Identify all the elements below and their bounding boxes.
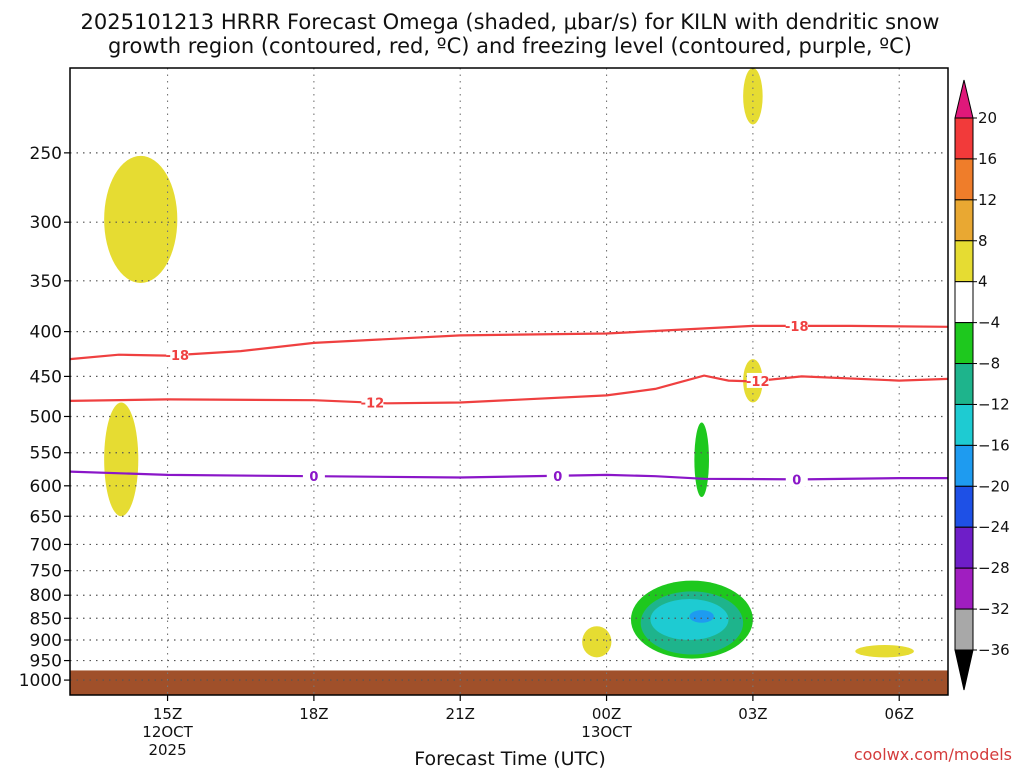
y-tick-label-700: 700 (30, 535, 62, 555)
colorbar-top-arrow (954, 79, 974, 119)
y-tick-label-550: 550 (30, 444, 62, 464)
y-tick-label-300: 300 (30, 213, 62, 233)
contour-freezing_0 (69, 470, 948, 481)
colorbar-label-10: −24 (978, 518, 1010, 536)
contour-label-bg-dgz_minus12-1 (746, 372, 769, 388)
x-tick-label-00Z: 00Z (592, 705, 621, 723)
contour-label-bg-dgz_minus18-1 (785, 317, 808, 333)
x-tick-label-15Z: 15Z (153, 705, 182, 723)
contour-label-bg-freezing_0-1 (546, 467, 569, 483)
contour-lines: -18 -18 -12 -12 0 0 0 (69, 317, 949, 488)
chart-title-line2: growth region (contoured, red, ºC) and f… (108, 34, 912, 58)
y-tick-label-950: 950 (30, 652, 62, 672)
colorbar-band-11 (954, 526, 974, 569)
contour-label-bg-dgz_minus18-0 (166, 346, 189, 362)
y-tick-label-450: 450 (30, 367, 62, 387)
plot-border (69, 67, 949, 696)
y-tick-label-500: 500 (30, 407, 62, 427)
omega-region-1 (104, 402, 139, 517)
contour-dgz_minus12 (69, 374, 949, 405)
colorbar-label-8: −16 (978, 436, 1010, 454)
plot-background (70, 68, 948, 695)
colorbar-band-9 (954, 444, 974, 487)
x-tick-sublabel-00Z-0: 13OCT (581, 723, 632, 741)
y-tick-label-600: 600 (30, 477, 62, 497)
colorbar-band-13 (954, 608, 974, 651)
x-tick-label-06Z: 06Z (885, 705, 914, 723)
colorbar-label-11: −28 (978, 559, 1010, 577)
colorbar-band-7 (954, 363, 974, 405)
ground-fill (70, 670, 948, 695)
contour-label-freezing_0-1: 0 (553, 470, 562, 485)
colorbar-band-12 (954, 567, 974, 610)
credit-text: coolwx.com/models (854, 745, 1012, 764)
colorbar-label-13: −36 (978, 641, 1010, 659)
contour-label-freezing_0-2: 0 (792, 473, 801, 488)
plot-frame (69, 67, 949, 696)
colorbar-band-2 (954, 158, 974, 201)
x-tick-label-03Z: 03Z (738, 705, 767, 723)
colorbar-label-12: −32 (978, 600, 1010, 618)
y-tick-label-850: 850 (30, 609, 62, 629)
colorbar-band-5 (954, 281, 974, 324)
y-tick-label-400: 400 (30, 323, 62, 343)
y-tick-label-800: 800 (30, 586, 62, 606)
colorbar-band-3 (954, 199, 974, 242)
colorbar-band-8 (954, 403, 974, 446)
colorbar-label-6: −8 (978, 355, 1000, 373)
chart-title-line1: 2025101213 HRRR Forecast Omega (shaded, … (81, 10, 940, 34)
contour-label-bg-freezing_0-2 (785, 471, 808, 487)
y-tick-label-750: 750 (30, 562, 62, 582)
y-tick-label-350: 350 (30, 272, 62, 292)
colorbar-band-10 (954, 485, 974, 528)
y-tick-label-650: 650 (30, 507, 62, 527)
omega-region-0 (104, 155, 178, 283)
contour-label-bg-dgz_minus12-0 (361, 394, 384, 410)
colorbar: 20 16 12 8 4 −4 −8 −12 −16 −20 −24 −28 −32 −36 (954, 79, 1010, 691)
x-tick-sublabel-15Z-1: 2025 (148, 741, 186, 759)
y-tick-label-1000: 1000 (19, 671, 62, 691)
x-axis-label: Forecast Time (UTC) (414, 748, 605, 768)
x-tick-label-21Z: 21Z (446, 705, 475, 723)
y-tick-label-250: 250 (30, 144, 62, 164)
omega-region-10 (689, 610, 714, 623)
contour-label-dgz_minus18-1: -18 (785, 320, 809, 335)
colorbar-label-4: 4 (978, 273, 988, 291)
ground-layer (70, 670, 948, 695)
contour-label-dgz_minus12-1: -12 (746, 375, 770, 390)
colorbar-label-3: 8 (978, 232, 988, 250)
omega-region-5 (855, 645, 914, 658)
x-tick-sublabel-15Z-0: 12OCT (142, 723, 193, 741)
y-tick-label-900: 900 (30, 631, 62, 651)
contour-label-dgz_minus12-0: -12 (361, 397, 385, 412)
colorbar-label-7: −12 (978, 395, 1010, 413)
y-axis-ticks: 2503003504004505005506006507007508008509… (19, 144, 70, 691)
omega-region-4 (582, 626, 612, 658)
contour-label-bg-freezing_0-0 (302, 468, 325, 484)
colorbar-label-2: 12 (978, 191, 997, 209)
colorbar-band-6 (954, 322, 974, 365)
x-tick-label-18Z: 18Z (299, 705, 328, 723)
plot-area (70, 68, 948, 695)
colorbar-label-1: 16 (978, 150, 997, 168)
colorbar-band-4 (954, 240, 974, 283)
colorbar-label-0: 20 (978, 109, 997, 127)
colorbar-bottom-arrow (954, 649, 974, 691)
colorbar-label-9: −20 (978, 477, 1010, 495)
omega-region-9 (650, 599, 729, 641)
omega-region-2 (743, 68, 763, 125)
colorbar-label-5: −4 (978, 314, 1000, 332)
contour-label-dgz_minus18-0: -18 (166, 349, 190, 364)
contour-label-freezing_0-0: 0 (309, 470, 318, 485)
colorbar-band-1 (954, 117, 974, 160)
